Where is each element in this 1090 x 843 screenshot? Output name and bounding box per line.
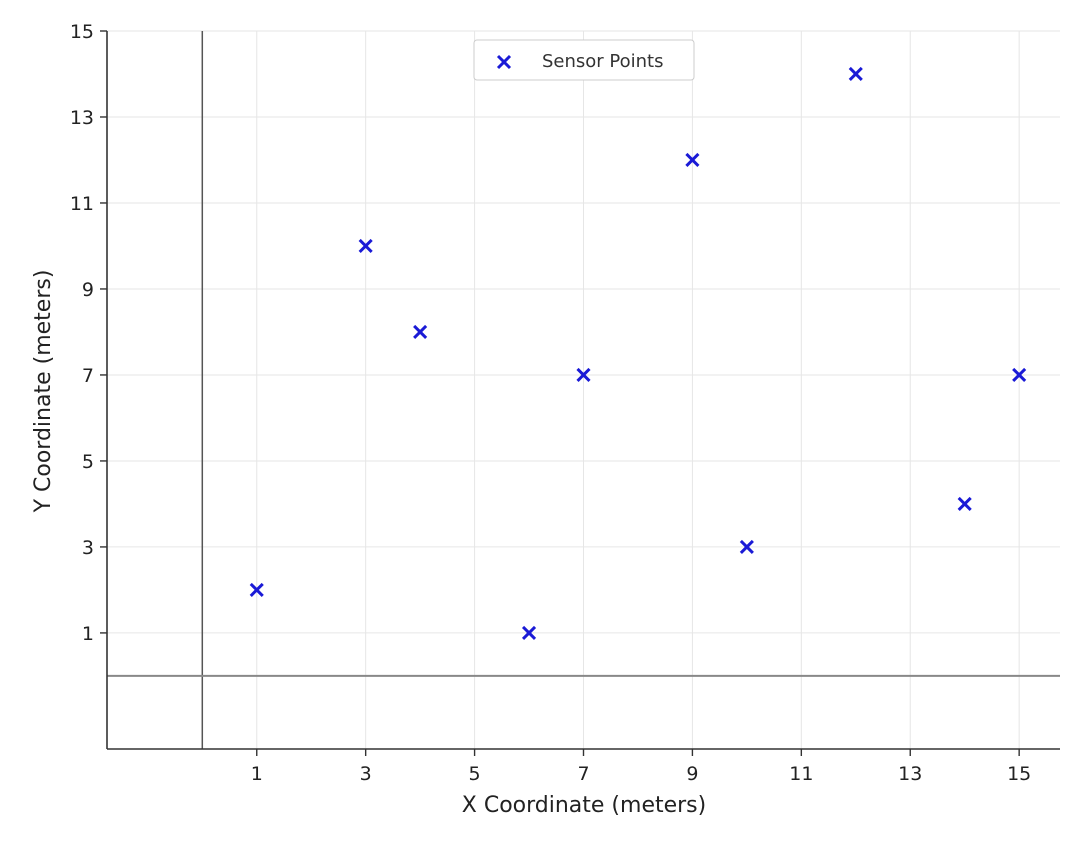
data-point <box>1012 367 1027 383</box>
y-tick-label: 3 <box>82 537 94 559</box>
data-point <box>739 539 754 554</box>
legend-marker-icon <box>496 54 512 70</box>
y-tick-label: 9 <box>82 279 94 301</box>
data-point <box>249 582 264 597</box>
x-tick-label: 1 <box>251 763 263 785</box>
data-point <box>848 66 863 82</box>
x-axis-label: X Coordinate (meters) <box>462 793 706 818</box>
legend: Sensor Points <box>473 39 695 81</box>
x-tick-label: 11 <box>789 763 813 785</box>
x-tick-label: 5 <box>469 763 481 785</box>
x-tick-label: 9 <box>686 763 698 785</box>
y-tick-label: 11 <box>70 193 94 215</box>
x-tick-label: 7 <box>577 763 589 785</box>
x-tick-label: 3 <box>360 763 372 785</box>
y-tick-label: 1 <box>82 623 94 645</box>
y-tick-label: 15 <box>70 21 94 43</box>
data-point <box>957 496 972 511</box>
y-tick-label: 13 <box>70 107 94 129</box>
legend-marker-x <box>496 54 512 70</box>
x-tick-label: 15 <box>1007 763 1031 785</box>
data-point <box>576 367 591 383</box>
y-tick-label: 5 <box>82 451 94 473</box>
y-tick-label: 7 <box>82 365 94 387</box>
y-axis-label: Y Coordinate (meters) <box>31 270 56 514</box>
data-point <box>413 324 428 340</box>
data-point <box>358 238 373 254</box>
data-point <box>521 625 537 640</box>
data-points <box>249 66 1027 640</box>
legend-box <box>473 39 695 81</box>
grid <box>107 30 1060 749</box>
legend-label: Sensor Points <box>542 51 664 72</box>
axes <box>100 30 1060 756</box>
data-point <box>685 152 700 168</box>
x-tick-label: 13 <box>898 763 922 785</box>
reference-lines <box>107 31 1060 749</box>
